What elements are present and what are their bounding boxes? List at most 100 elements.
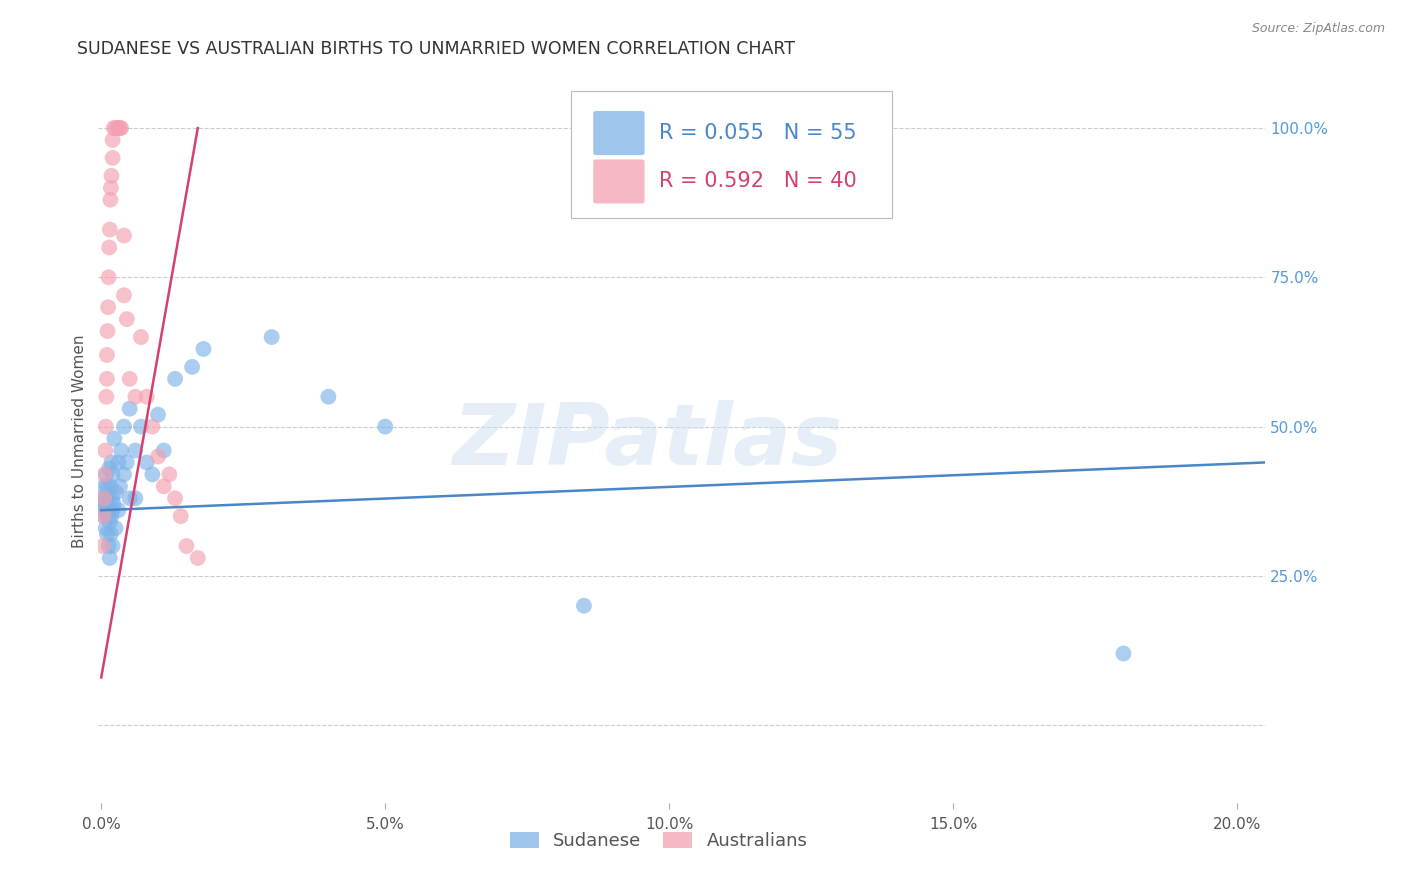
Point: [96, 324, 118, 338]
Y-axis label: Births to Unmarried Women: Births to Unmarried Women: [72, 334, 87, 549]
Point: [96, 497, 118, 511]
Point: [98, 515, 121, 529]
Point: [97, 539, 120, 553]
Point: [146, 450, 169, 464]
Point: [112, 467, 135, 482]
Point: [94, 521, 117, 535]
Point: [100, 169, 122, 183]
Point: [107, 121, 129, 136]
Point: [94, 491, 117, 506]
FancyBboxPatch shape: [571, 91, 891, 218]
Point: [101, 467, 124, 482]
Point: [112, 419, 135, 434]
Point: [118, 401, 141, 416]
Point: [124, 491, 146, 506]
Point: [93, 479, 115, 493]
FancyBboxPatch shape: [593, 111, 644, 155]
Point: [181, 359, 204, 374]
Point: [93, 509, 115, 524]
Point: [101, 133, 124, 147]
Point: [101, 491, 124, 506]
Point: [93, 491, 115, 506]
Point: [152, 479, 174, 493]
Point: [146, 408, 169, 422]
Point: [91, 491, 114, 506]
Point: [96, 527, 118, 541]
Point: [318, 390, 340, 404]
Point: [91, 539, 114, 553]
Text: R = 0.592   N = 40: R = 0.592 N = 40: [658, 171, 856, 192]
Point: [97, 270, 120, 285]
Point: [103, 121, 125, 136]
Point: [100, 455, 122, 469]
Point: [135, 390, 157, 404]
Point: [108, 121, 131, 136]
FancyBboxPatch shape: [593, 160, 644, 203]
Point: [115, 312, 138, 326]
Point: [170, 509, 193, 524]
Point: [374, 419, 396, 434]
Point: [112, 228, 135, 243]
Point: [112, 288, 135, 302]
Point: [107, 455, 129, 469]
Point: [103, 432, 125, 446]
Point: [93, 509, 115, 524]
Point: [101, 151, 124, 165]
Point: [129, 419, 152, 434]
Point: [115, 455, 138, 469]
Point: [98, 222, 121, 236]
Point: [94, 467, 117, 482]
Point: [98, 479, 121, 493]
Point: [104, 121, 127, 136]
Point: [100, 180, 122, 194]
Point: [193, 342, 215, 356]
Point: [103, 497, 125, 511]
Point: [96, 348, 118, 362]
Point: [165, 491, 187, 506]
Point: [124, 443, 146, 458]
Point: [98, 240, 121, 254]
Point: [124, 390, 146, 404]
Point: [108, 479, 131, 493]
Point: [96, 479, 118, 493]
Point: [101, 539, 124, 553]
Point: [96, 503, 118, 517]
Point: [165, 372, 187, 386]
Point: [104, 521, 127, 535]
Point: [141, 419, 163, 434]
Point: [98, 193, 121, 207]
Point: [100, 509, 122, 524]
Point: [107, 121, 129, 136]
Legend: Sudanese, Australians: Sudanese, Australians: [501, 822, 817, 859]
Point: [97, 491, 120, 506]
Text: ZIPatlas: ZIPatlas: [451, 400, 842, 483]
Point: [98, 551, 121, 566]
Point: [187, 551, 209, 566]
Point: [152, 443, 174, 458]
Text: R = 0.055   N = 55: R = 0.055 N = 55: [658, 123, 856, 143]
Point: [96, 372, 118, 386]
Text: Source: ZipAtlas.com: Source: ZipAtlas.com: [1251, 22, 1385, 36]
Point: [141, 467, 163, 482]
Point: [96, 390, 118, 404]
Point: [101, 503, 124, 517]
Point: [105, 485, 128, 500]
Point: [98, 461, 121, 475]
Point: [135, 455, 157, 469]
Point: [97, 300, 120, 314]
Point: [98, 503, 121, 517]
Text: SUDANESE VS AUSTRALIAN BIRTHS TO UNMARRIED WOMEN CORRELATION CHART: SUDANESE VS AUSTRALIAN BIRTHS TO UNMARRI…: [77, 40, 796, 58]
Point: [1112, 647, 1135, 661]
Point: [176, 539, 198, 553]
Point: [107, 503, 129, 517]
Point: [93, 503, 115, 517]
Point: [97, 509, 120, 524]
Point: [260, 330, 283, 344]
Point: [100, 527, 122, 541]
Point: [94, 419, 117, 434]
Point: [94, 443, 117, 458]
Point: [110, 121, 132, 136]
Point: [91, 497, 114, 511]
Point: [129, 330, 152, 344]
Point: [93, 467, 115, 482]
